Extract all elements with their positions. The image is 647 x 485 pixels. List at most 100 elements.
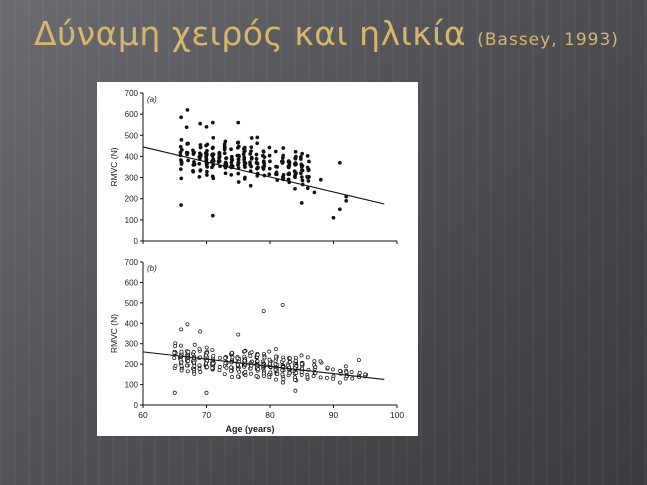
data-point [185,108,190,112]
data-point [242,160,247,165]
data-point [210,120,215,125]
data-point [267,153,272,158]
y-axis-label: RMVC (N) [109,147,119,186]
data-point [337,160,342,165]
data-point [268,370,273,375]
data-point [305,165,310,170]
data-point [217,156,222,160]
data-point [307,159,311,164]
data-point [298,155,303,159]
data-point [197,161,202,166]
data-point [274,354,278,359]
data-point [243,175,247,180]
data-point [293,377,297,382]
data-point [210,153,215,158]
data-point [325,365,330,370]
data-point [274,170,279,175]
data-point [198,145,203,150]
data-point [192,150,197,155]
data-point [184,125,189,130]
data-point [172,356,177,360]
data-point [217,355,222,360]
data-point [186,349,191,354]
data-point [249,164,254,169]
data-point [198,370,203,374]
data-point [261,371,266,376]
x-tick-label: 100 [390,410,404,420]
data-point [350,376,355,381]
data-point [236,171,241,176]
y-tick-label: 100 [125,381,139,390]
data-point [211,135,216,140]
y-tick-label: 500 [125,131,139,140]
data-point [363,372,368,377]
data-point [273,149,278,154]
data-point [191,169,196,174]
data-point [261,149,266,154]
data-point [180,147,184,152]
data-point [293,388,298,393]
data-point [299,201,304,205]
data-point [210,366,215,371]
slide-title: Δύναμη χειρός και ηλικία (Bassey, 1993) [34,14,619,53]
data-point [299,361,304,366]
data-point [249,350,254,355]
data-point [229,350,234,355]
data-point [293,161,298,165]
trend-line [142,146,385,205]
data-point [254,152,259,157]
data-point [222,151,227,156]
data-point [173,363,178,368]
data-point [235,362,240,367]
x-axis-label: Age (years) [225,424,274,434]
data-point [191,163,196,167]
data-point [248,160,252,165]
data-point [179,176,184,181]
data-point [281,377,286,382]
data-point [186,158,191,163]
y-tick-label: 0 [134,401,139,410]
data-point [242,358,247,363]
data-point [217,368,222,373]
data-point [179,327,184,332]
data-point [210,174,215,179]
data-point [204,124,209,129]
data-point [185,142,190,146]
data-point [248,183,253,188]
data-point [249,371,253,376]
data-point [267,375,272,380]
data-point [172,350,177,355]
data-point [224,365,229,370]
data-point [223,361,228,366]
data-point [211,158,215,163]
data-point [242,155,247,160]
data-point [286,172,291,177]
data-point [198,153,203,158]
data-point [172,390,177,395]
data-point [280,380,285,385]
data-point [256,165,260,170]
y-tick-label: 300 [125,174,139,183]
data-point [305,186,310,191]
data-point [305,153,310,158]
data-point [222,144,227,149]
data-point [205,365,210,370]
data-point [179,137,184,142]
data-point [299,353,304,358]
scatter-chart-svg: 0 100 200 300 400 500 600 700 RMVC (N) (a) 0 100 200… [109,89,404,434]
data-point [242,149,247,153]
y-tick-label: 400 [125,319,139,328]
data-point [179,203,184,207]
data-point [280,372,285,377]
data-point [236,332,241,337]
data-point [299,164,304,169]
data-point [205,169,209,174]
data-point [249,136,254,140]
data-point [312,190,317,195]
data-point [273,367,278,372]
data-point [337,207,342,212]
data-point [305,375,310,380]
data-point [179,115,184,120]
data-point [223,355,228,360]
data-point [267,172,272,177]
